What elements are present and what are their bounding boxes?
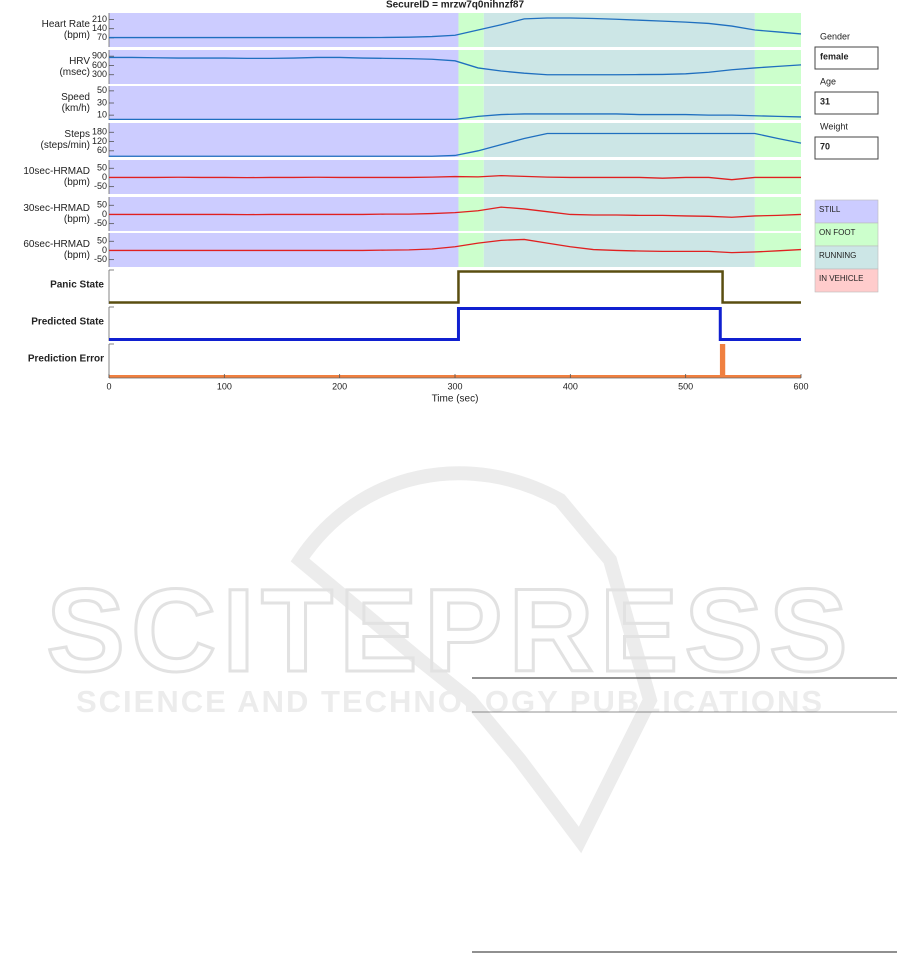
watermark-shape (290, 466, 658, 854)
y-tick-label: 70 (97, 32, 107, 42)
x-tick-label: 300 (447, 381, 462, 391)
watermark: SCITEPRESS SCIENCE AND TECHNOLOGY PUBLIC… (45, 466, 854, 854)
y-axis-title: Speed (61, 92, 90, 103)
y-axis-title: (km/h) (62, 103, 90, 114)
series-line (109, 132, 802, 157)
y-axis-title: (bpm) (64, 214, 90, 225)
y-tick-label: 10 (97, 110, 107, 120)
legend-label: STILL (819, 205, 841, 214)
y-axis-title: (msec) (59, 67, 90, 78)
y-tick-label: 0 (102, 209, 107, 219)
y-axis-title: Predicted State (31, 317, 104, 328)
series-line (109, 174, 801, 181)
activity-region (754, 197, 801, 231)
legend-label: ON FOOT (819, 228, 856, 237)
profile-box (814, 46, 879, 70)
y-axis-title: 30sec-HRMAD (23, 203, 90, 214)
activity-region (754, 13, 801, 47)
activity-region (754, 86, 801, 120)
y-tick-label: 300 (92, 69, 107, 79)
y-tick-label: 180 (92, 127, 107, 137)
series-line (109, 344, 801, 378)
series-line (109, 238, 802, 254)
y-axis-title: (steps/min) (41, 140, 90, 151)
activity-region (109, 86, 459, 120)
legend-swatch (814, 268, 879, 293)
activity-region (483, 50, 755, 84)
y-axis-title: Panic State (50, 280, 104, 291)
activity-region (109, 123, 459, 157)
profile-box (814, 136, 879, 160)
x-tick-label: 500 (678, 381, 693, 391)
activity-region (109, 50, 459, 84)
series-line (109, 56, 802, 76)
y-tick-label: 0 (102, 245, 107, 255)
y-axis-title: 10sec-HRMAD (23, 166, 90, 177)
series-line (109, 307, 801, 341)
activity-region (458, 233, 484, 267)
y-tick-label: 50 (97, 85, 107, 95)
activity-region (458, 50, 484, 84)
y-axis-title: (bpm) (64, 177, 90, 188)
y-axis-title: HRV (69, 56, 90, 67)
activity-region (483, 197, 755, 231)
legend-label: RUNNING (819, 251, 856, 260)
y-axis-title: 60sec-HRMAD (23, 239, 90, 250)
y-axis-title: Heart Rate (42, 19, 91, 30)
legend-label: IN VEHICLE (819, 274, 863, 283)
x-tick-label: 100 (217, 381, 232, 391)
activity-region (483, 13, 755, 47)
profile-label: Age (820, 76, 836, 86)
activity-region (458, 197, 484, 231)
series-line (109, 206, 802, 218)
y-tick-label: 210 (92, 14, 107, 24)
profile-value: 31 (820, 96, 830, 106)
activity-region (483, 123, 755, 157)
y-tick-label: -50 (94, 254, 107, 264)
series-line (109, 17, 802, 39)
y-tick-label: 140 (92, 23, 107, 33)
activity-region (109, 13, 459, 47)
x-tick-label: 600 (793, 381, 808, 391)
y-tick-label: 120 (92, 136, 107, 146)
y-tick-label: 50 (97, 200, 107, 210)
profile-value: female (820, 51, 849, 61)
profile-box (814, 91, 879, 115)
activity-region (458, 86, 484, 120)
x-tick-label: 0 (106, 381, 111, 391)
x-tick-label: 400 (563, 381, 578, 391)
figure-title: SecureID = mrzw7q0nihnzf87 (386, 0, 525, 11)
profile-label: Gender (820, 31, 850, 41)
y-tick-label: 30 (97, 97, 107, 107)
y-tick-label: 0 (102, 172, 107, 182)
profile-label: Weight (820, 121, 848, 131)
y-tick-label: 50 (97, 163, 107, 173)
activity-region (754, 123, 801, 157)
profile-value: 70 (820, 141, 830, 151)
y-tick-label: -50 (94, 181, 107, 191)
y-tick-label: 60 (97, 145, 107, 155)
x-axis-title: Time (sec) (432, 394, 479, 405)
y-tick-label: 900 (92, 51, 107, 61)
y-axis-title: Steps (64, 129, 90, 140)
activity-region (458, 123, 484, 157)
y-axis-title: (bpm) (64, 250, 90, 261)
watermark-tagline: SCIENCE AND TECHNOLOGY PUBLICATIONS (76, 684, 824, 719)
y-axis-title: Prediction Error (28, 354, 104, 365)
y-tick-label: 50 (97, 236, 107, 246)
x-tick-label: 200 (332, 381, 347, 391)
y-tick-label: -50 (94, 218, 107, 228)
watermark-name: SCITEPRESS (46, 565, 854, 697)
y-axis-title: (bpm) (64, 30, 90, 41)
y-tick-label: 600 (92, 60, 107, 70)
series-line (109, 270, 801, 304)
series-line (109, 113, 802, 121)
